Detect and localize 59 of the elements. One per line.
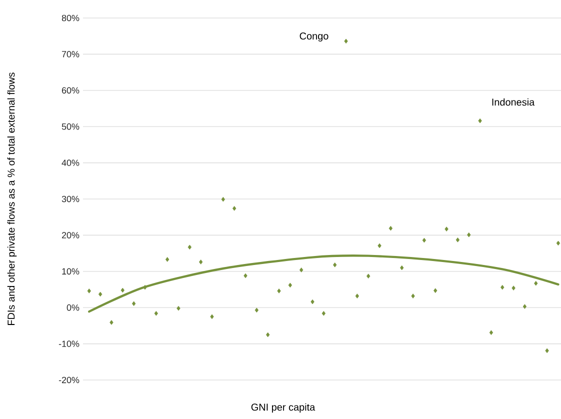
point — [310, 299, 314, 304]
y-tick-label: 60% — [62, 87, 80, 94]
x-axis-title: GNI per capita — [251, 403, 316, 413]
point — [545, 348, 549, 354]
point — [277, 288, 281, 294]
point — [300, 268, 304, 272]
point — [176, 306, 180, 311]
y-axis-title: FDIs and other private flows as a % of total external flows — [7, 72, 17, 325]
point — [110, 320, 114, 325]
point — [478, 118, 482, 124]
point — [244, 273, 248, 278]
point — [534, 280, 538, 286]
point — [288, 282, 292, 288]
y-tick-label: -10% — [58, 340, 80, 347]
y-tick-label: 50% — [62, 123, 80, 130]
point — [198, 260, 203, 264]
point — [512, 286, 516, 290]
annotation: Congo — [300, 32, 328, 42]
point — [400, 265, 404, 270]
point — [266, 332, 270, 338]
point — [378, 243, 382, 248]
point — [467, 232, 471, 238]
point — [344, 38, 348, 44]
point — [556, 240, 560, 246]
point — [221, 196, 226, 202]
point — [388, 226, 393, 231]
y-tick-label: 70% — [62, 51, 80, 58]
point — [143, 284, 147, 290]
point — [232, 206, 236, 211]
point — [132, 301, 136, 306]
point — [489, 330, 494, 335]
point — [87, 288, 91, 294]
y-tick-label: 10% — [62, 268, 80, 275]
y-tick-label: 30% — [62, 196, 80, 202]
y-tick-label: 0% — [66, 304, 80, 311]
y-tick-label: 80% — [62, 14, 80, 22]
annotation: Indonesia — [492, 98, 535, 106]
point — [411, 294, 415, 298]
point — [456, 238, 460, 242]
y-tick-label: 20% — [62, 232, 80, 238]
point — [165, 257, 170, 262]
point — [422, 238, 426, 243]
point — [154, 311, 158, 316]
y-tick-label: 40% — [62, 160, 80, 166]
point — [444, 226, 448, 232]
point — [522, 304, 527, 309]
point — [254, 308, 259, 313]
point — [434, 288, 438, 293]
y-tick-label: -20% — [58, 376, 80, 384]
line-series — [88, 254, 560, 313]
point — [120, 288, 124, 293]
point — [366, 274, 370, 278]
point — [188, 244, 192, 250]
point — [355, 294, 360, 298]
point — [500, 284, 504, 290]
point — [98, 292, 102, 297]
point — [322, 311, 326, 316]
point — [333, 262, 337, 268]
point — [210, 314, 214, 320]
